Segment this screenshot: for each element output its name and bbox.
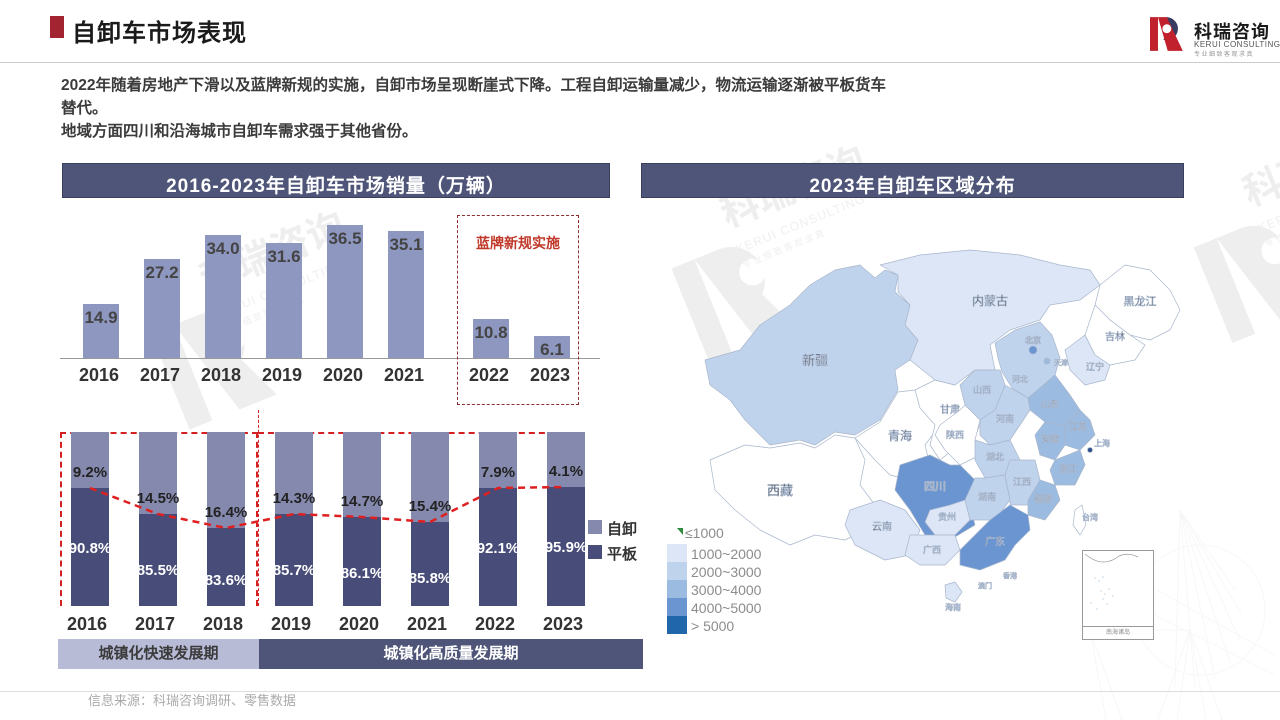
svg-text:山西: 山西 [973,385,991,395]
svg-text:河南: 河南 [996,413,1014,424]
svg-text:河北: 河北 [1012,374,1028,384]
svg-text:吉林: 吉林 [1105,330,1125,343]
svg-text:陕西: 陕西 [946,429,964,440]
svg-text:江苏: 江苏 [1069,421,1087,432]
svg-text:广东: 广东 [985,535,1005,548]
svg-text:云南: 云南 [872,520,892,533]
svg-text:天津: 天津 [1054,359,1068,367]
svg-text:新疆: 新疆 [802,353,828,368]
svg-text:上海: 上海 [1094,438,1110,448]
svg-text:湖南: 湖南 [978,491,996,502]
svg-text:海南: 海南 [945,602,961,612]
svg-text:浙江: 浙江 [1059,463,1077,474]
svg-text:澳门: 澳门 [978,581,992,590]
svg-text:内蒙古: 内蒙古 [972,293,1008,308]
svg-text:香港: 香港 [1003,571,1017,580]
svg-text:贵州: 贵州 [938,511,956,522]
svg-text:山东: 山东 [1041,398,1059,409]
svg-text:福建: 福建 [1034,493,1052,504]
svg-text:西藏: 西藏 [767,483,793,498]
svg-text:江西: 江西 [1013,477,1031,487]
svg-text:安徽: 安徽 [1041,433,1059,444]
svg-text:青海: 青海 [888,428,912,443]
svg-text:湖北: 湖北 [986,452,1004,462]
svg-text:台湾: 台湾 [1082,512,1098,522]
svg-text:黑龙江: 黑龙江 [1124,295,1157,308]
svg-text:广西: 广西 [923,544,941,555]
svg-text:北京: 北京 [1025,335,1041,345]
svg-text:辽宁: 辽宁 [1086,361,1104,372]
svg-text:四川: 四川 [924,480,946,493]
